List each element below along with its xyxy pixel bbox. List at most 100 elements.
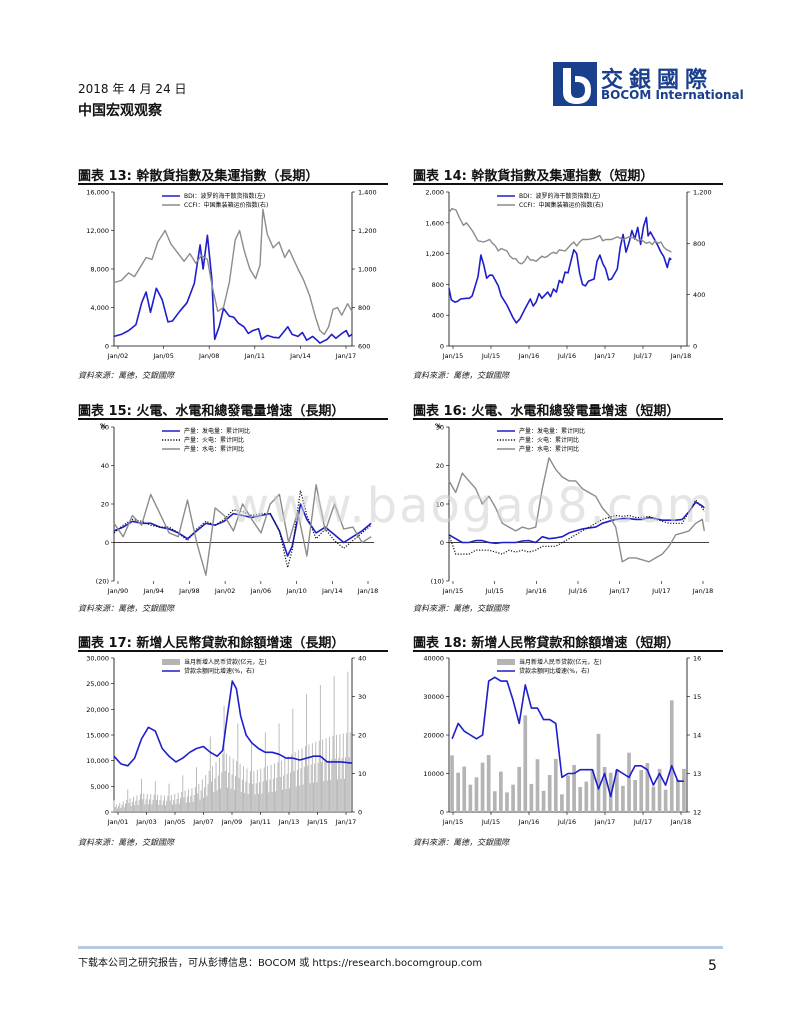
loan-bar <box>172 804 173 812</box>
left-tick-label: 16,000 <box>86 189 109 197</box>
loan-bar <box>129 798 131 812</box>
right-tick-label: 1,200 <box>693 189 712 197</box>
loan-bar <box>186 796 188 812</box>
x-tick-label: Jan/03 <box>135 818 156 826</box>
x-tick-label: Jan/15 <box>442 352 463 360</box>
loan-bar <box>572 765 576 812</box>
loan-bar <box>190 795 192 812</box>
legend-label: 产量：水电：累计同比 <box>519 445 579 453</box>
loan-bar <box>310 764 312 812</box>
unit-label: % <box>435 422 442 430</box>
loan-bar <box>322 739 324 812</box>
chart-13-long-term-freight-indices: 0 4,000 8,000 12,000 16,000 600 800 1,000 1,200 1… <box>86 189 376 361</box>
series-line <box>448 501 705 545</box>
left-tick-label: 1,200 <box>425 250 444 258</box>
left-tick-label: 60 <box>101 424 109 432</box>
x-tick-label: Jan/13 <box>278 818 299 826</box>
loan-bar <box>152 799 154 812</box>
series-line <box>448 208 672 265</box>
left-tick-label: 40 <box>101 462 109 470</box>
loan-bar <box>663 789 668 812</box>
loan-bar <box>200 790 202 812</box>
loan-bar <box>141 778 142 812</box>
x-tick-label: Jan/17 <box>335 818 356 826</box>
chart-16-title: 圖表 16: 火電、水電和總發電量增速（短期） <box>413 404 680 419</box>
report-series-title: 中国宏观观察 <box>78 103 162 119</box>
legend-swatch <box>497 659 515 665</box>
x-tick-label: Jan/14 <box>321 587 342 595</box>
loan-bar <box>225 753 227 812</box>
chart-15-title-rule <box>78 418 388 420</box>
left-tick-label: 400 <box>432 312 444 320</box>
x-tick-label: Jan/10 <box>285 587 306 595</box>
right-tick-label: 16 <box>693 655 701 663</box>
loan-bar <box>202 797 204 812</box>
loan-bar <box>492 791 497 812</box>
chart-17-title-rule <box>78 650 388 652</box>
loan-bar <box>263 767 265 812</box>
loan-bar <box>209 736 211 812</box>
loan-bar <box>330 780 332 812</box>
loan-bar <box>596 733 601 812</box>
loan-bar <box>511 784 515 812</box>
loan-bar <box>233 789 235 812</box>
loan-bar <box>194 787 196 812</box>
loan-bar <box>113 800 115 812</box>
left-tick-label: 30 <box>436 424 444 432</box>
loan-bar <box>125 803 126 812</box>
loan-bar <box>153 794 155 812</box>
loan-bar <box>115 804 117 812</box>
x-tick-label: Jan/90 <box>107 587 128 595</box>
loan-bar <box>122 801 124 812</box>
x-tick-label: Jul/17 <box>651 587 670 595</box>
loan-bar <box>208 770 210 812</box>
loan-bar <box>260 768 262 812</box>
loan-bar <box>236 761 238 812</box>
x-tick-label: Jan/18 <box>692 587 713 595</box>
loan-bar <box>147 804 149 812</box>
loan-bar <box>123 807 125 812</box>
left-tick-label: 5,000 <box>90 783 109 791</box>
loan-bar <box>334 758 336 812</box>
right-tick-label: 13 <box>693 770 701 778</box>
loan-bar <box>578 786 583 812</box>
left-tick-label: 25,000 <box>86 680 109 688</box>
loan-bar <box>162 800 164 812</box>
loan-bar <box>232 758 234 812</box>
loan-bar <box>163 795 165 812</box>
right-tick-label: 10 <box>358 770 366 778</box>
right-tick-label: 20 <box>358 732 366 740</box>
loan-bar <box>249 771 251 812</box>
loan-bar <box>120 807 122 812</box>
left-tick-label: 12,000 <box>86 227 109 235</box>
left-tick-label: 20 <box>101 501 109 509</box>
logo-english-text: BOCOM International <box>601 88 744 102</box>
loan-bar <box>342 733 344 812</box>
right-tick-label: 0 <box>358 809 362 817</box>
loan-bar <box>216 790 218 812</box>
loan-bar <box>121 804 123 812</box>
loan-bar <box>627 752 631 812</box>
loan-bar <box>266 780 267 812</box>
left-tick-label: 20,000 <box>86 706 109 714</box>
left-tick-label: 1,600 <box>425 219 444 227</box>
loan-bar <box>523 715 528 812</box>
chart-14-source: 資料來源：萬德，交銀國際 <box>413 371 509 380</box>
left-tick-label: 20 <box>436 462 444 470</box>
loan-bar <box>590 769 595 812</box>
loan-bar <box>197 793 199 812</box>
x-tick-label: Jan/07 <box>192 818 213 826</box>
loan-bar <box>264 732 266 812</box>
loan-bar <box>243 766 244 812</box>
unit-label: % <box>100 422 107 430</box>
bocom-logo: 交銀國際 BOCOM International <box>553 62 744 110</box>
x-tick-label: Jan/17 <box>608 587 629 595</box>
loan-bar <box>338 758 340 812</box>
loan-bar <box>270 764 272 812</box>
loan-bar <box>286 773 288 812</box>
left-tick-label: (20) <box>96 578 109 586</box>
loan-bar <box>253 771 255 812</box>
left-tick-label: 0 <box>440 343 444 351</box>
loan-bar <box>505 792 509 812</box>
loan-bar <box>177 792 179 812</box>
